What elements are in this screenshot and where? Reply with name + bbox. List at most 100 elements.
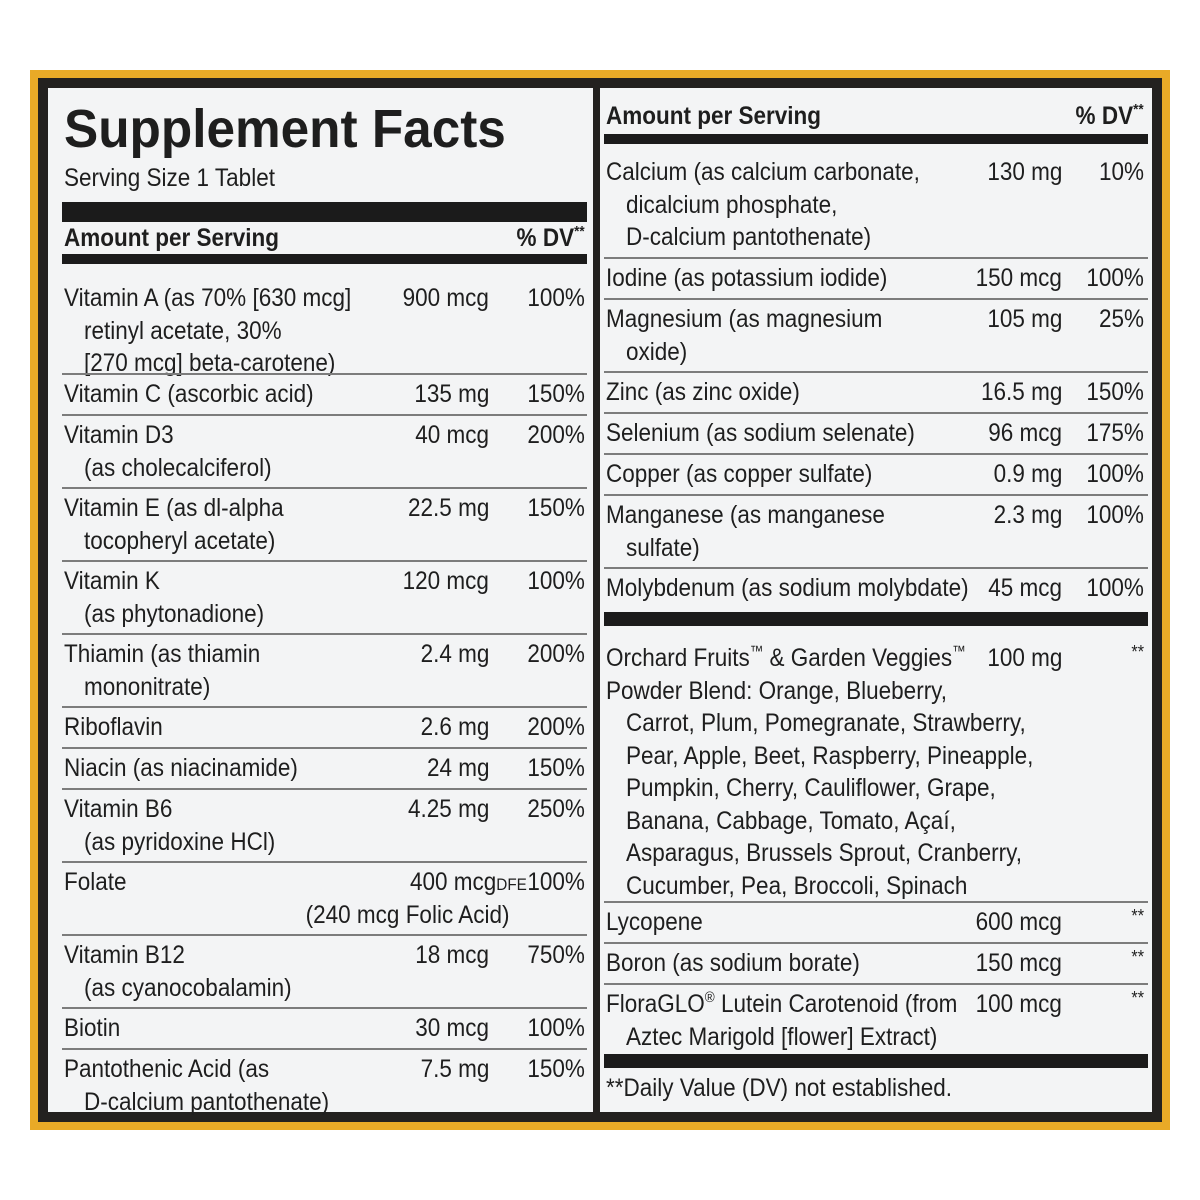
medium-divider-right [604, 134, 1148, 144]
nutrient-dv: 150% [527, 494, 585, 522]
mineral-name: Calcium (as calcium carbonate, [606, 158, 920, 186]
nutrient-name-cont: (as cyanocobalamin) [84, 973, 292, 1002]
mineral-amount: 0.9 mg [993, 460, 1062, 488]
mineral-amount: 2.3 mg [993, 501, 1062, 529]
nutrient-dv: 150% [527, 754, 585, 782]
nutrient-amount: 22.5 mg [407, 494, 489, 522]
row-divider [604, 371, 1148, 373]
nutrient-name: Folate [64, 868, 127, 896]
nutrient-name: Niacin (as niacinamide) [64, 754, 298, 782]
nutrient-amount: 135 mg [413, 380, 489, 408]
mineral-dv: 100% [1086, 574, 1144, 602]
blend-ingredient-line: Asparagus, Brussels Sprout, Cranberry, [626, 839, 1023, 867]
blend-ingredient-line: Pumpkin, Cherry, Cauliflower, Grape, [626, 774, 996, 802]
nutrient-dv: 750% [527, 941, 585, 969]
lutein-amount: 100 mcg [975, 990, 1062, 1018]
nutrient-amount: 40 mcg [415, 421, 489, 449]
mineral-dv: 175% [1086, 419, 1144, 447]
nutrient-amount: 7.5 mg [420, 1055, 489, 1083]
row-divider [604, 453, 1148, 455]
nutrient-dv: 100% [527, 1014, 585, 1042]
nutrient-name: Biotin [64, 1014, 121, 1042]
nutrient-amount: 24 mg [426, 754, 489, 782]
mineral-name-cont: D-calcium pantothenate) [626, 223, 872, 251]
nutrient-dv: 250% [527, 795, 585, 823]
mineral-amount: 150 mcg [975, 264, 1062, 292]
nutrient-name-cont: D-calcium pantothenate) [84, 1087, 330, 1116]
row-divider [604, 412, 1148, 414]
nutrient-dv: 200% [527, 640, 585, 668]
mineral-name-cont: oxide) [626, 337, 688, 366]
mineral-amount: 105 mg [986, 305, 1062, 333]
blend-amount: 100 mg [986, 644, 1062, 672]
row-divider [62, 706, 587, 708]
mineral-name: Magnesium (as magnesium [606, 305, 883, 333]
mineral-dv: 100% [1086, 264, 1144, 292]
mineral-name-cont: dicalcium phosphate, [626, 190, 838, 219]
nutrient-dv: 200% [527, 421, 585, 449]
nutrient-name-cont: [270 mcg] beta-carotene) [84, 349, 336, 377]
thick-divider-right [604, 612, 1148, 626]
blend-ingredient-line: Banana, Cabbage, Tomato, Açaí, [626, 806, 956, 835]
row-divider [62, 747, 587, 749]
nutrient-name-cont: (as cholecalciferol) [84, 453, 272, 482]
nutrient-name: Vitamin K [64, 567, 160, 595]
nutrient-name: Vitamin A (as 70% [630 mcg] [64, 284, 352, 312]
lutein-dv: ** [1131, 988, 1144, 1008]
row-divider [604, 942, 1148, 944]
row-divider [62, 560, 587, 562]
row-divider [62, 633, 587, 635]
folic-acid-note: (240 mcg Folic Acid) [305, 900, 509, 929]
row-divider [62, 788, 587, 790]
nutrient-name: Pantothenic Acid (as [64, 1055, 270, 1083]
mineral-amount: 96 mcg [988, 419, 1062, 447]
blend-dv: ** [1131, 642, 1144, 662]
row-divider [604, 298, 1148, 300]
right-column: Amount per Serving % DV** Calcium (as ca… [600, 88, 1152, 1112]
nutrient-name-cont: retinyl acetate, 30% [84, 316, 282, 345]
nutrient-amount: 120 mcg [402, 567, 489, 595]
nutrient-name: Riboflavin [64, 713, 163, 741]
mineral-dv: 25% [1098, 305, 1144, 333]
mineral-dv: 100% [1086, 501, 1144, 529]
row-divider [62, 414, 587, 416]
row-divider [62, 934, 587, 936]
blend-ingredient-line: Cucumber, Pea, Broccoli, Spinach [626, 871, 968, 900]
mineral-name: Zinc (as zinc oxide) [606, 378, 800, 406]
left-column: Supplement Facts Serving Size 1 Tablet A… [48, 88, 593, 1116]
nutrient-dv: 100% [527, 284, 585, 312]
nutrient-name: Thiamin (as thiamin [64, 640, 261, 668]
nutrient-name: Vitamin B12 [64, 941, 185, 969]
nutrient-dv: 150% [527, 380, 585, 408]
blend-ingredient-line: Pear, Apple, Beet, Raspberry, Pineapple, [626, 741, 1034, 770]
nutrient-name-cont: tocopheryl acetate) [84, 526, 276, 555]
nutrient-dv: 150% [527, 1055, 585, 1083]
nutrient-dv: 100% [527, 567, 585, 595]
row-divider [604, 257, 1148, 259]
row-divider [604, 983, 1148, 985]
mineral-name: Molybdenum (as sodium molybdate) [606, 574, 969, 602]
mineral-name: Copper (as copper sulfate) [606, 460, 873, 488]
nutrient-name-cont: (as pyridoxine HCl) [84, 827, 276, 856]
ingredient-name: Boron (as sodium borate) [606, 949, 860, 977]
amount-per-serving-header: Amount per Serving [64, 224, 280, 252]
row-divider [604, 901, 1148, 903]
mineral-amount: 45 mcg [988, 574, 1062, 602]
ingredient-dv: ** [1131, 906, 1144, 926]
row-divider [604, 494, 1148, 496]
nutrient-amount: 4.25 mg [407, 795, 489, 823]
serving-size: Serving Size 1 Tablet [64, 164, 275, 192]
row-divider [604, 567, 1148, 569]
ingredient-name: Lycopene [606, 908, 703, 936]
label-frame: Supplement Facts Serving Size 1 Tablet A… [30, 70, 1170, 1130]
lutein-name: FloraGLO® Lutein Carotenoid (from [606, 989, 958, 1018]
bottom-divider [604, 1054, 1148, 1068]
nutrient-amount: 30 mcg [415, 1014, 489, 1042]
panel-title: Supplement Facts [64, 99, 506, 159]
nutrient-name-cont: (as phytonadione) [84, 599, 265, 628]
blend-name-cont: Powder Blend: Orange, Blueberry, [606, 676, 948, 705]
blend-ingredient-line: Carrot, Plum, Pomegranate, Strawberry, [626, 709, 1026, 737]
medium-divider [62, 254, 587, 264]
ingredient-dv: ** [1131, 947, 1144, 967]
mineral-amount: 16.5 mg [980, 378, 1062, 406]
